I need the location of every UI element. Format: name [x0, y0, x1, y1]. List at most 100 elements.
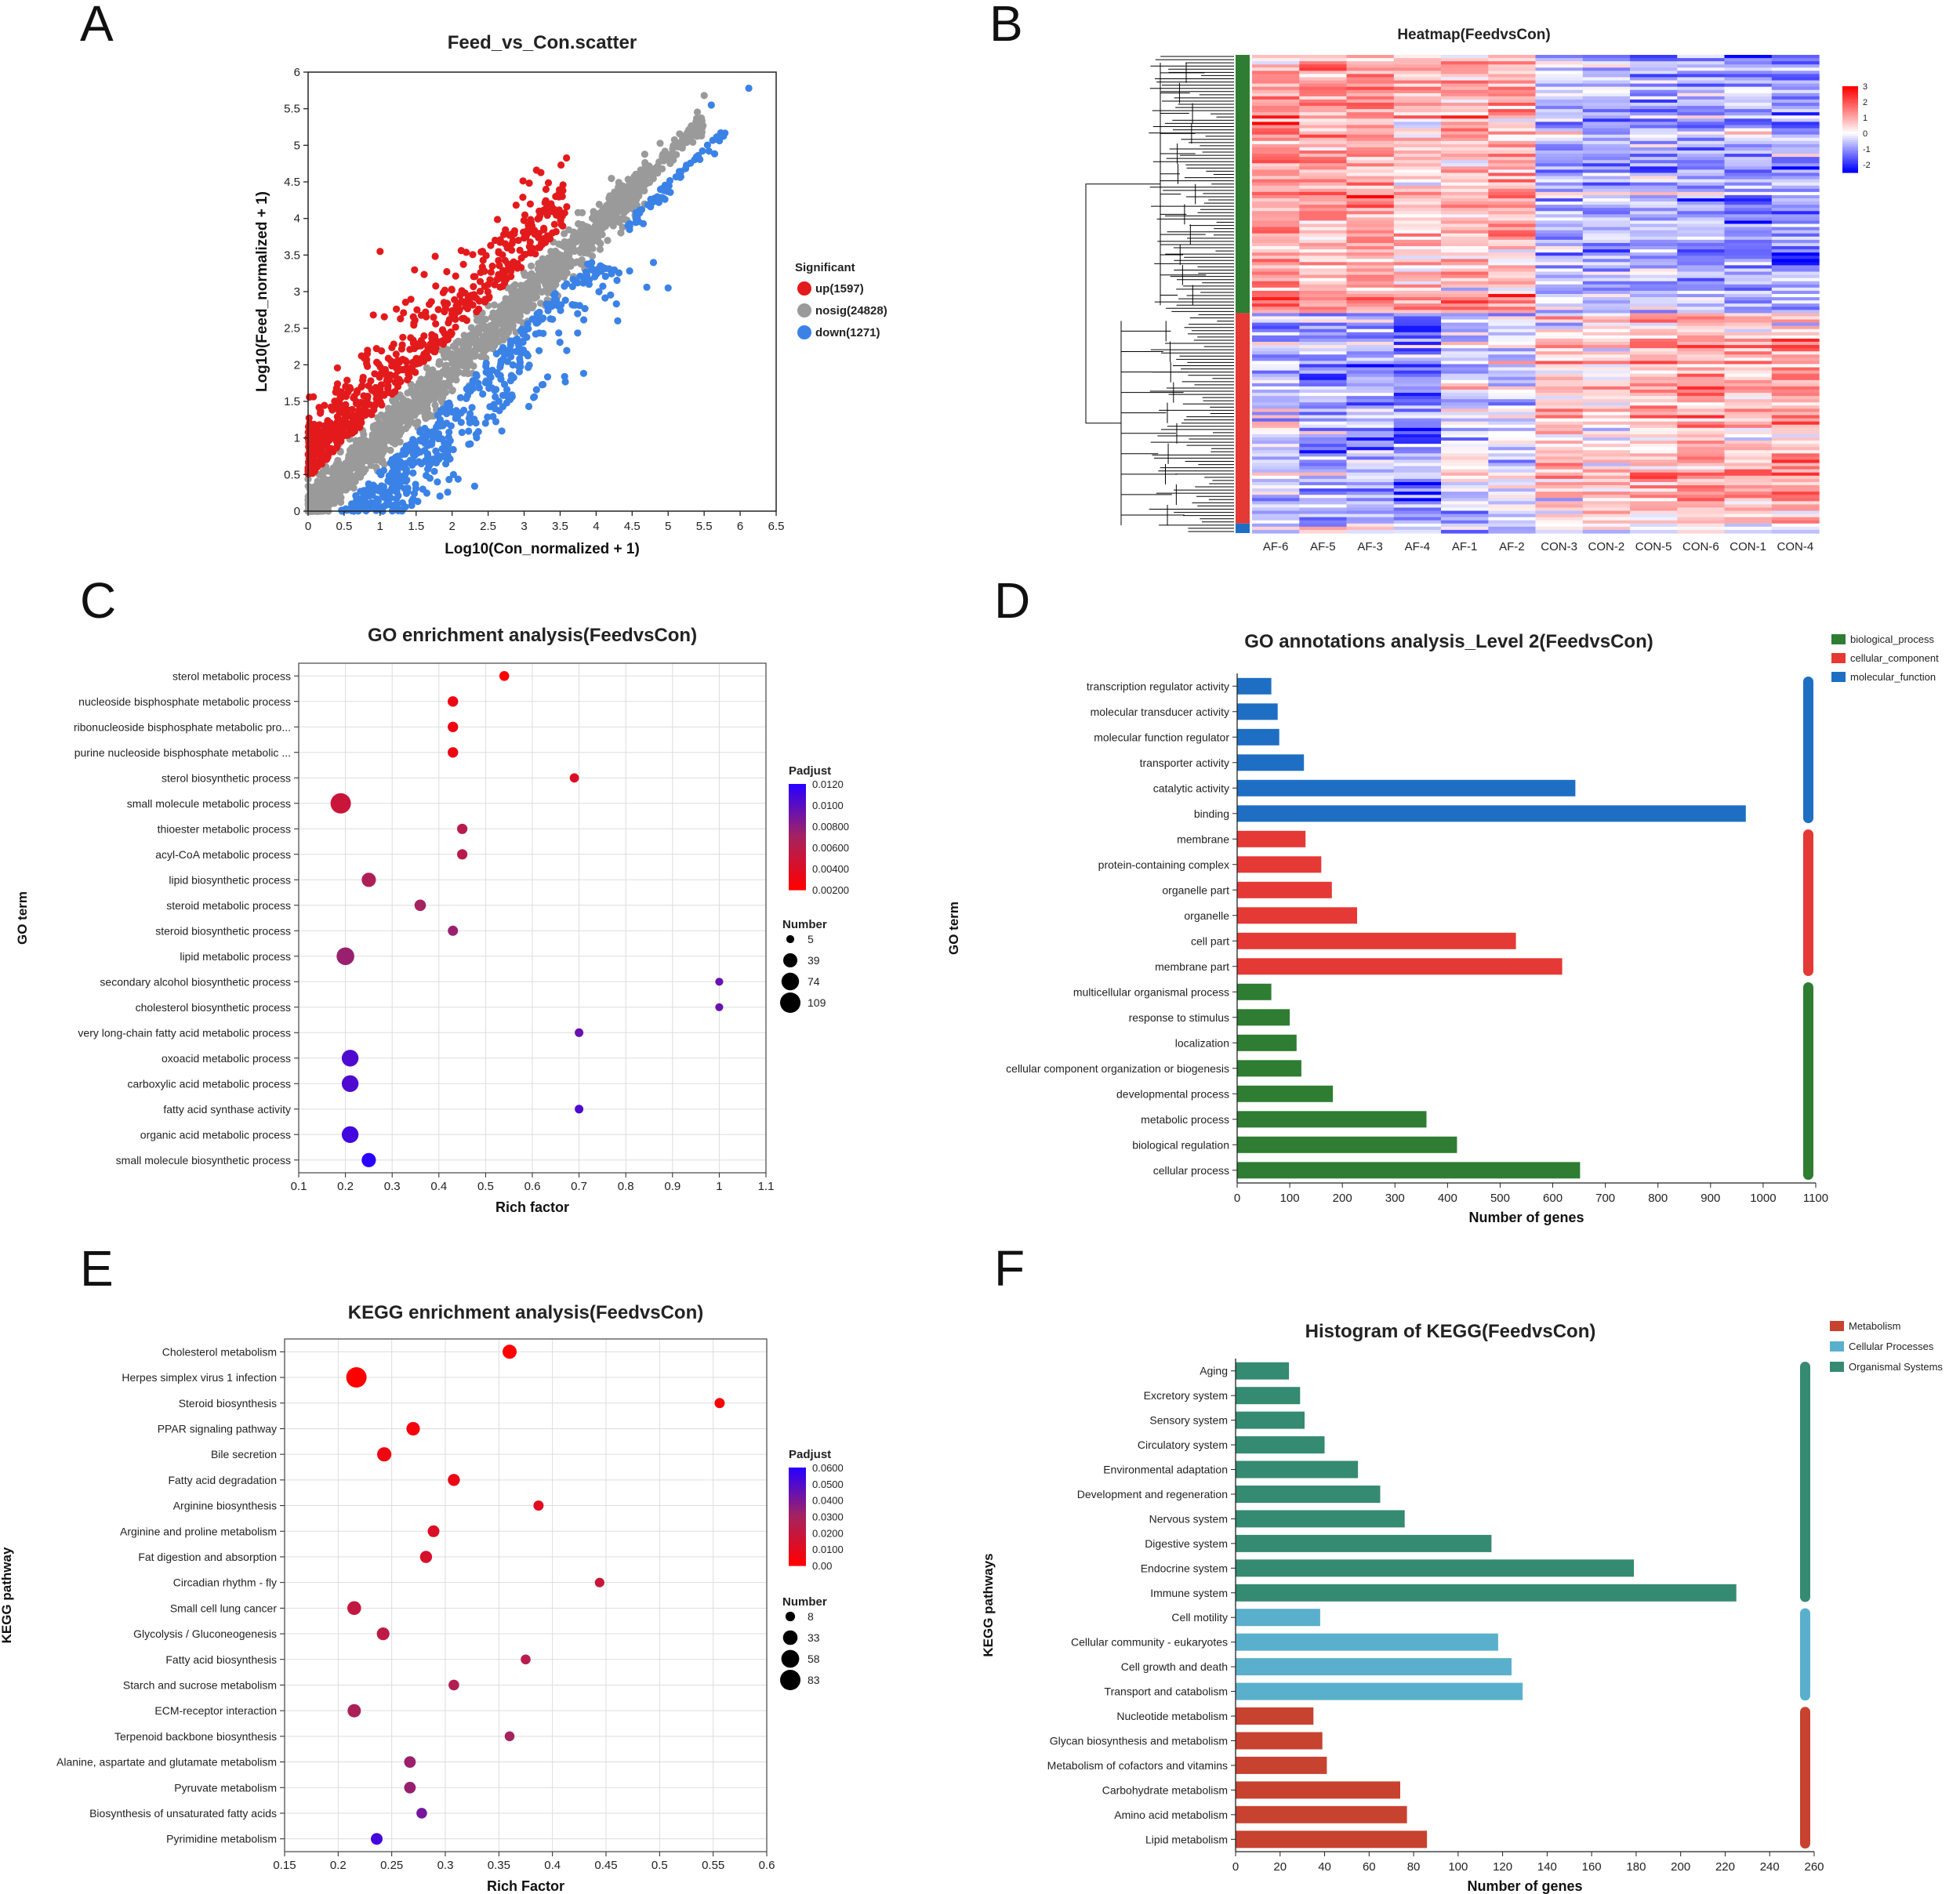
heatmap-cell	[1252, 230, 1300, 234]
heatmap-cell	[1724, 83, 1773, 88]
heatmap-cell	[1582, 424, 1631, 429]
heatmap-cell	[1724, 495, 1773, 499]
point-down	[506, 341, 514, 349]
heatmap-cell	[1299, 55, 1348, 59]
heatmap-cell	[1441, 456, 1489, 461]
heatmap-cell	[1441, 77, 1489, 82]
heatmap-cell	[1677, 223, 1726, 228]
point-down	[601, 294, 609, 302]
point-up	[520, 216, 528, 224]
x-tick-label: 3	[521, 520, 527, 533]
heatmap-cell	[1630, 507, 1678, 512]
heatmap-cell	[1582, 61, 1631, 65]
heatmap-cell	[1771, 134, 1820, 139]
heatmap-cell	[1393, 118, 1442, 122]
heatmap-cell	[1677, 415, 1726, 419]
heatmap-cell	[1582, 412, 1631, 416]
point-nosig	[387, 446, 394, 455]
heatmap-cell	[1630, 393, 1678, 397]
heatmap-cell	[1346, 386, 1395, 390]
point-down	[653, 193, 662, 201]
point-nosig	[678, 132, 686, 140]
heatmap-cell	[1393, 450, 1442, 454]
heatmap-cell	[1488, 351, 1537, 355]
heatmap-cell	[1488, 284, 1537, 288]
heatmap-cell	[1630, 271, 1678, 276]
heatmap-cell	[1630, 252, 1678, 256]
heatmap-cell	[1299, 74, 1348, 78]
point-down	[710, 150, 719, 158]
heatmap-cell	[1535, 128, 1584, 132]
heatmap-cell	[1677, 55, 1726, 59]
heatmap-cell	[1393, 271, 1442, 276]
heatmap-cell	[1677, 268, 1726, 273]
heatmap-cell	[1441, 134, 1489, 139]
heatmap-cell	[1252, 485, 1300, 489]
heatmap-cell	[1771, 86, 1820, 91]
heatmap-cell	[1630, 342, 1678, 346]
heatmap-cell	[1535, 405, 1584, 409]
heatmap-cell	[1488, 335, 1537, 339]
heatmap-cell	[1393, 488, 1442, 492]
heatmap-cell	[1724, 463, 1773, 467]
panel-b-heatmap: Heatmap(FeedvsCon)AF-6 AF-5 AF-3 AF-4 AF-1 AF…	[1085, 27, 1871, 553]
heatmap-cell	[1346, 376, 1395, 381]
heatmap-cell	[1677, 319, 1726, 324]
point-up	[516, 246, 524, 254]
heatmap-cell	[1535, 415, 1584, 419]
heatmap-cell	[1771, 418, 1820, 423]
heatmap-cell	[1252, 259, 1300, 263]
heatmap-cell	[1771, 469, 1820, 474]
heatmap-cell	[1393, 478, 1442, 483]
heatmap-cell	[1346, 313, 1395, 317]
point-up	[471, 273, 479, 281]
heatmap-cell	[1346, 154, 1395, 158]
heatmap-cell	[1346, 342, 1395, 346]
heatmap-cell	[1346, 147, 1395, 151]
heatmap-cell	[1252, 430, 1300, 435]
heatmap-cell	[1488, 125, 1537, 129]
x-tick-label: 5	[665, 520, 671, 533]
heatmap-cell	[1724, 361, 1773, 365]
point-nosig	[471, 348, 479, 356]
heatmap-cell	[1393, 466, 1442, 470]
heatmap-cell	[1677, 271, 1726, 276]
heatmap-cell	[1582, 396, 1631, 400]
heatmap-cell	[1441, 160, 1489, 164]
heatmap-cell	[1441, 466, 1489, 470]
heatmap-cell	[1488, 481, 1537, 486]
heatmap-cell	[1346, 230, 1395, 234]
heatmap-cell	[1771, 99, 1820, 103]
legend-title: Significant	[795, 261, 855, 274]
heatmap-cell	[1630, 208, 1678, 212]
heatmap-cell	[1535, 287, 1584, 292]
heatmap-cell	[1441, 125, 1489, 129]
heatmap-cell	[1299, 71, 1348, 74]
heatmap-cell	[1346, 125, 1395, 129]
heatmap-cell	[1630, 364, 1678, 368]
heatmap-cell	[1252, 233, 1300, 238]
heatmap-cell	[1441, 399, 1489, 403]
heatmap-cell	[1252, 112, 1300, 116]
heatmap-cell	[1488, 504, 1537, 509]
heatmap-cell	[1724, 131, 1773, 136]
heatmap-cell	[1677, 444, 1726, 448]
point-down	[436, 492, 444, 500]
heatmap-cell	[1630, 143, 1678, 148]
heatmap-cell	[1724, 498, 1773, 502]
point-down	[493, 368, 501, 376]
heatmap-cell	[1630, 492, 1678, 495]
heatmap-cell	[1346, 217, 1395, 222]
point-down	[532, 386, 540, 394]
heatmap-cell	[1582, 290, 1631, 295]
heatmap-cell	[1724, 103, 1773, 107]
heatmap-cell	[1441, 415, 1489, 419]
heatmap-cell	[1771, 393, 1820, 397]
heatmap-cell	[1724, 357, 1773, 361]
heatmap-cell	[1677, 67, 1726, 71]
scatter-points	[304, 84, 753, 515]
row-dendrogram	[1085, 56, 1234, 532]
heatmap-cell	[1393, 284, 1442, 288]
point-up	[332, 398, 339, 406]
heatmap-cell	[1488, 485, 1537, 489]
